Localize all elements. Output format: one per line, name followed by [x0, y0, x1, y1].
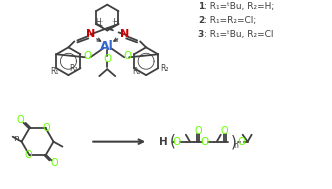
Text: H·: H· [95, 18, 103, 26]
Text: : R₁=ᵗBu, R₂=H;: : R₁=ᵗBu, R₂=H; [204, 2, 274, 11]
Text: O: O [17, 115, 25, 125]
Text: (: ( [170, 133, 176, 148]
Text: : R₁=R₂=Cl;: : R₁=R₂=Cl; [204, 16, 256, 25]
Text: N: N [86, 29, 95, 40]
Text: O: O [43, 123, 50, 133]
Text: 1: 1 [198, 2, 204, 11]
Text: H: H [159, 137, 167, 147]
Text: O: O [123, 51, 131, 61]
Text: N: N [120, 29, 129, 40]
Text: O: O [201, 137, 209, 147]
Text: O: O [103, 54, 111, 64]
Text: O: O [51, 158, 58, 168]
Text: O: O [83, 51, 91, 61]
Text: R₁: R₁ [50, 67, 58, 76]
Text: O: O [238, 137, 246, 147]
Text: ·H: ·H [112, 18, 120, 26]
Text: O: O [221, 126, 228, 136]
Text: O: O [194, 126, 202, 136]
Text: Al: Al [100, 40, 114, 53]
Text: O: O [173, 137, 181, 147]
Text: ): ) [231, 134, 237, 149]
Text: R₂: R₂ [69, 64, 78, 73]
Text: 3: 3 [198, 30, 204, 39]
Text: : R₁=ᵗBu, R₂=Cl: : R₁=ᵗBu, R₂=Cl [204, 30, 273, 39]
Text: O: O [25, 150, 33, 160]
Text: n: n [13, 134, 19, 143]
Text: n: n [233, 141, 238, 150]
Text: R₁: R₁ [132, 67, 140, 76]
Text: 2: 2 [198, 16, 204, 25]
Text: R₂: R₂ [160, 64, 168, 73]
